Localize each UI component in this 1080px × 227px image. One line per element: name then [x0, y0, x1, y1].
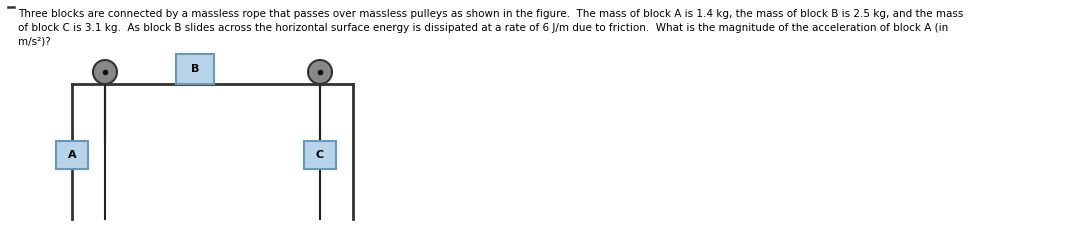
- Text: B: B: [191, 64, 199, 74]
- Text: Three blocks are connected by a massless rope that passes over massless pulleys : Three blocks are connected by a massless…: [18, 9, 963, 46]
- Bar: [56, 141, 87, 169]
- Bar: [303, 141, 336, 169]
- Polygon shape: [92, 84, 123, 86]
- Bar: [176, 54, 214, 84]
- Text: A: A: [68, 150, 77, 160]
- Polygon shape: [302, 84, 333, 86]
- Circle shape: [308, 60, 332, 84]
- Text: C: C: [316, 150, 324, 160]
- Circle shape: [93, 60, 117, 84]
